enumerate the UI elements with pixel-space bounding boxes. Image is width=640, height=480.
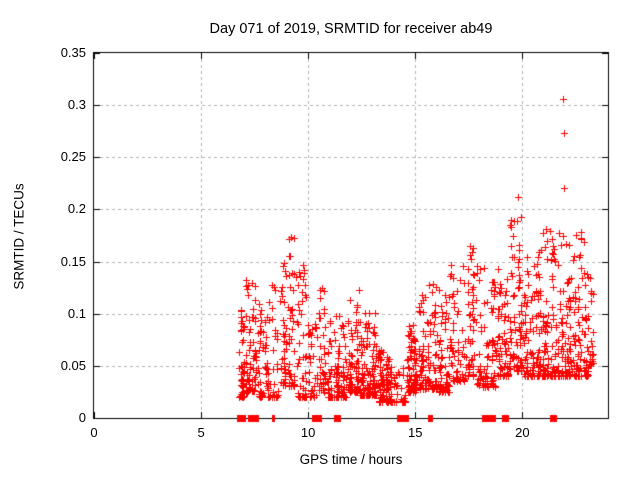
x-tick-label: 15 — [408, 425, 423, 440]
x-tick-label: 0 — [90, 425, 98, 440]
y-tick-label: 0.35 — [60, 45, 86, 60]
chart-title: Day 071 of 2019, SRMTID for receiver ab4… — [209, 21, 493, 37]
x-axis-label: GPS time / hours — [299, 452, 403, 467]
x-tick-label: 20 — [515, 425, 530, 440]
y-tick-label: 0.3 — [67, 97, 86, 113]
x-tick-label: 10 — [300, 425, 316, 440]
x-tick-label: 5 — [197, 425, 205, 440]
y-tick-label: 0.15 — [60, 253, 86, 269]
y-tick-label: 0.2 — [67, 201, 86, 217]
y-tick-label: 0.05 — [60, 357, 86, 373]
y-tick-label: 0 — [78, 410, 86, 425]
y-tick-label: 0.1 — [67, 305, 86, 321]
y-tick-label: 0.25 — [60, 149, 86, 165]
